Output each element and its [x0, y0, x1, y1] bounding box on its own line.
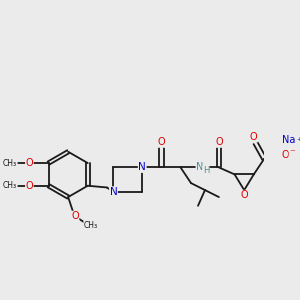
- Text: O: O: [215, 137, 223, 147]
- Text: N: N: [196, 162, 203, 172]
- Text: N: N: [110, 187, 117, 197]
- Text: CH₃: CH₃: [84, 221, 98, 230]
- Text: CH₃: CH₃: [3, 159, 17, 168]
- Text: CH₃: CH₃: [3, 181, 17, 190]
- Text: O: O: [26, 181, 33, 191]
- Text: ⁺: ⁺: [296, 137, 300, 147]
- Text: O: O: [240, 190, 248, 200]
- Text: O: O: [71, 211, 79, 221]
- Text: N: N: [138, 162, 146, 172]
- Text: O: O: [26, 158, 33, 168]
- Text: O: O: [281, 150, 289, 160]
- Text: O: O: [250, 132, 258, 142]
- Text: H: H: [203, 167, 209, 176]
- Text: O: O: [158, 137, 165, 147]
- Text: ⁻: ⁻: [289, 148, 295, 158]
- Text: Na: Na: [282, 134, 295, 145]
